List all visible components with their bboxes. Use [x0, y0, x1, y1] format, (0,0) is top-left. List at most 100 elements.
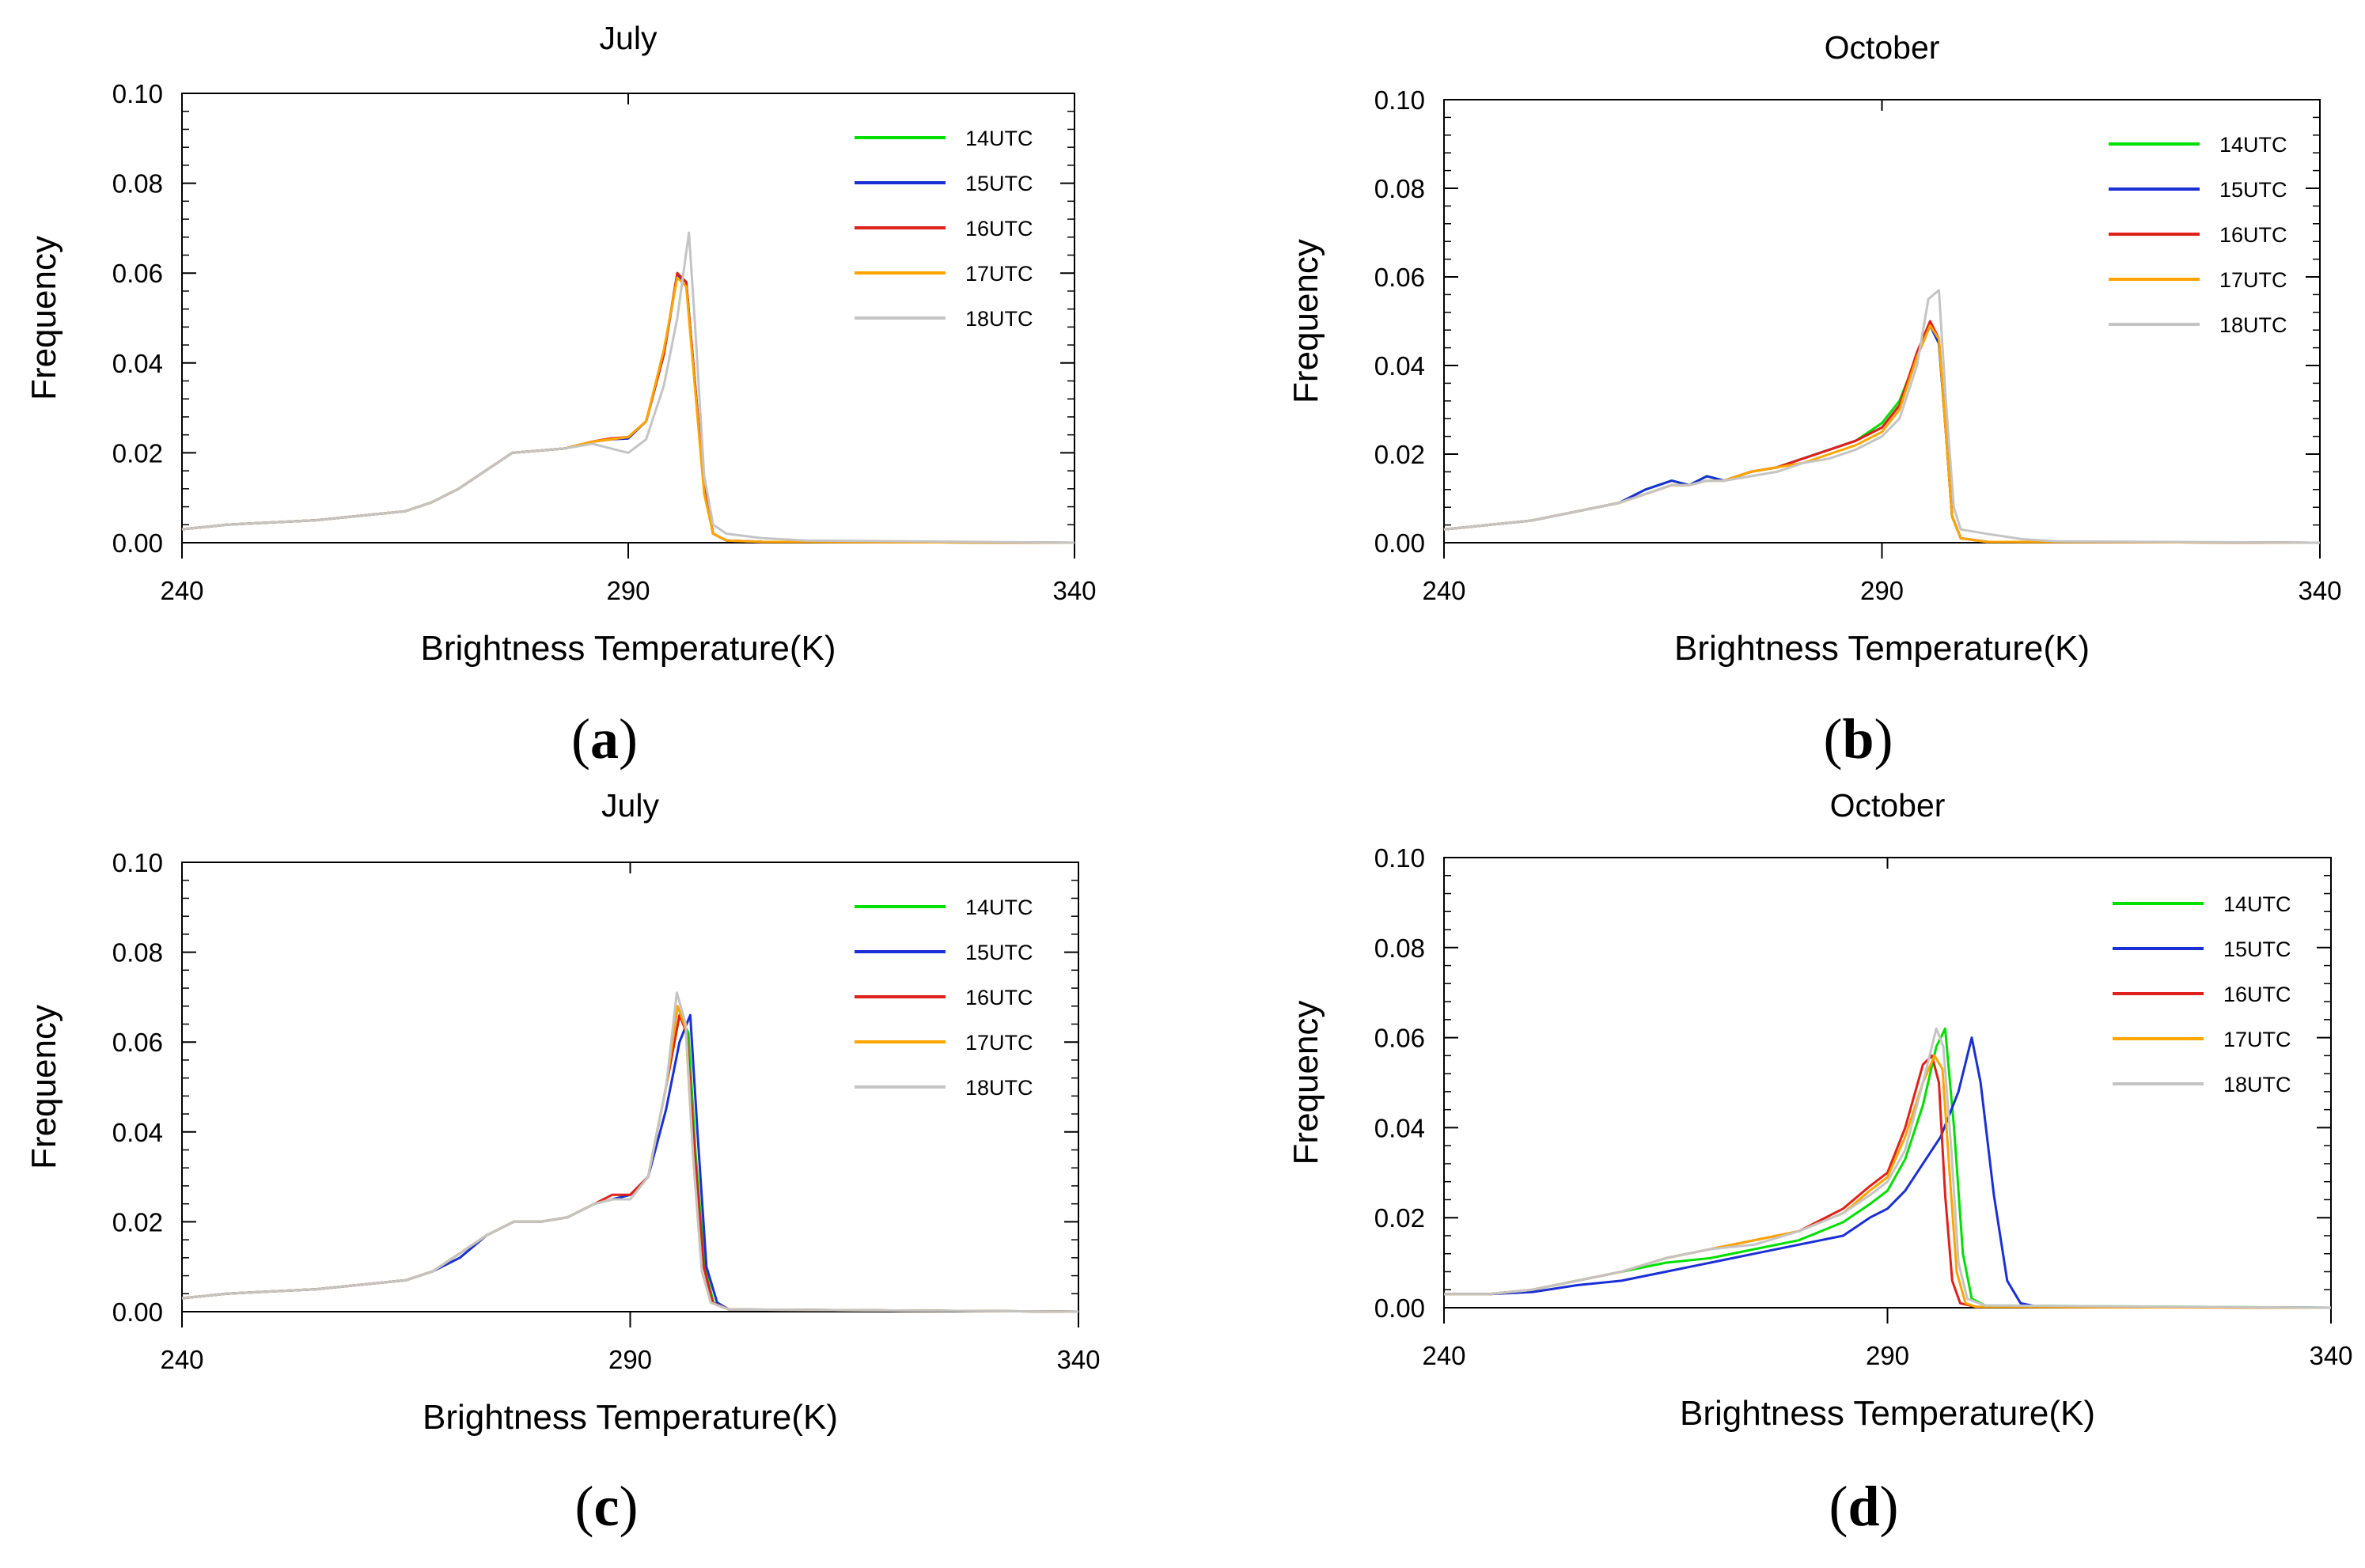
legend-label: 18UTC — [2223, 1073, 2291, 1096]
x-axis-label: Brightness Temperature(K) — [421, 629, 836, 668]
legend-label: 16UTC — [965, 217, 1033, 241]
y-tick-label: 0.10 — [1374, 85, 1425, 115]
panel-letter: (a) — [571, 707, 638, 771]
y-tick-label: 0.10 — [112, 79, 163, 108]
series-line-14utc — [181, 271, 1075, 544]
series-line-14utc — [1444, 1027, 2332, 1309]
legend-label: 18UTC — [965, 307, 1033, 331]
y-axis-label: Frequency — [25, 236, 63, 400]
x-axis-label: Brightness Temperature(K) — [423, 1398, 838, 1437]
x-tick-label: 240 — [160, 576, 203, 605]
y-tick-label: 0.10 — [1374, 843, 1425, 873]
y-tick-label: 0.00 — [1374, 1293, 1425, 1323]
series-line-18utc — [1444, 1027, 2332, 1309]
legend-label: 15UTC — [2223, 937, 2291, 961]
panel-letter-close-paren: ) — [1880, 1475, 1899, 1538]
panel-letter-char: c — [594, 1475, 620, 1538]
x-axis-label: Brightness Temperature(K) — [1680, 1394, 2095, 1433]
y-tick-label: 0.06 — [1374, 1024, 1425, 1053]
legend-label: 18UTC — [965, 1076, 1033, 1100]
series-line-18utc — [1443, 289, 2321, 544]
panel-b: 0.00 0.02 0.04 0.06 0.08 0.10 240 290 340 October… — [1287, 29, 2342, 771]
series-line-16utc — [181, 1013, 1079, 1313]
y-tick-label: 0.06 — [1374, 263, 1425, 292]
y-axis-label: Frequency — [1287, 239, 1325, 403]
y-tick-label: 0.08 — [1374, 174, 1425, 203]
legend-label: 17UTC — [2223, 1028, 2291, 1051]
legend-label: 15UTC — [965, 172, 1033, 195]
legend-label: 14UTC — [965, 127, 1033, 150]
y-tick-label: 0.00 — [112, 1297, 163, 1327]
x-axis-label: Brightness Temperature(K) — [1674, 629, 2090, 668]
x-tick-label: 290 — [1860, 576, 1904, 605]
panel-letter: (c) — [575, 1475, 639, 1538]
x-tick-label: 340 — [1056, 1345, 1100, 1374]
x-tick-label: 290 — [1866, 1341, 1909, 1370]
y-tick-label: 0.04 — [112, 1118, 163, 1147]
x-tick-label: 240 — [1422, 1341, 1465, 1370]
panel-c: 0.00 0.02 0.04 0.06 0.08 0.10 240 290 340 July Bri… — [25, 787, 1101, 1538]
legend-label: 16UTC — [965, 986, 1033, 1009]
panel-letter-close-paren: ) — [1874, 707, 1893, 771]
y-tick-label: 0.02 — [1374, 440, 1425, 469]
legend-label: 18UTC — [2219, 313, 2287, 337]
y-tick-label: 0.02 — [1374, 1203, 1425, 1233]
series-line-18utc — [181, 231, 1075, 544]
x-tick-label: 240 — [1422, 576, 1465, 605]
series-line-14utc — [181, 1013, 1079, 1313]
y-tick-label: 0.08 — [112, 169, 163, 199]
y-tick-label: 0.10 — [112, 848, 163, 877]
panel-letter-open-paren: ( — [1829, 1475, 1848, 1538]
series-line-15utc — [1444, 1036, 2332, 1309]
chart-title: July — [601, 787, 659, 824]
series-line-18utc — [181, 991, 1079, 1313]
y-tick-label: 0.08 — [1374, 934, 1425, 963]
y-axis-label: Frequency — [25, 1005, 63, 1169]
panel-a: 0.00 0.02 0.04 0.06 0.08 0.10 240 290 340 July Bri… — [25, 20, 1097, 771]
x-tick-label: 290 — [606, 576, 650, 605]
legend-label: 16UTC — [2219, 223, 2287, 247]
x-tick-label: 290 — [608, 1345, 652, 1374]
panel-letter-close-paren: ) — [619, 1475, 638, 1538]
series-line-16utc — [181, 271, 1075, 544]
legend-label: 17UTC — [2219, 268, 2287, 292]
x-tick-label: 340 — [2309, 1341, 2352, 1370]
legend-label: 14UTC — [965, 896, 1033, 919]
legend-label: 14UTC — [2223, 892, 2291, 916]
panel-letter: (d) — [1829, 1475, 1898, 1538]
legend-label: 17UTC — [965, 1031, 1033, 1055]
series-line-14utc — [1443, 324, 2321, 544]
x-tick-label: 240 — [160, 1345, 203, 1374]
panel-letter-open-paren: ( — [1823, 707, 1842, 771]
legend-label: 16UTC — [2223, 983, 2291, 1006]
series-line-15utc — [181, 274, 1075, 544]
y-tick-label: 0.06 — [112, 1028, 163, 1057]
plot-frame — [1443, 99, 2321, 543]
y-tick-label: 0.00 — [112, 528, 163, 558]
y-tick-label: 0.04 — [1374, 351, 1425, 381]
series-line-17utc — [181, 1005, 1079, 1313]
y-tick-label: 0.02 — [112, 438, 163, 468]
panel-letter-open-paren: ( — [575, 1475, 594, 1538]
y-tick-label: 0.06 — [112, 259, 163, 288]
legend-label: 15UTC — [2219, 178, 2287, 202]
y-tick-label: 0.04 — [112, 349, 163, 378]
series-line-15utc — [181, 1013, 1079, 1313]
legend-label: 15UTC — [965, 941, 1033, 964]
panel-letter-char: a — [590, 707, 619, 771]
legend-label: 17UTC — [965, 262, 1033, 286]
panel-letter-char: d — [1848, 1475, 1879, 1538]
chart-title: October — [1830, 787, 1946, 824]
series-line-17utc — [1443, 324, 2321, 544]
chart-title: October — [1825, 29, 1940, 66]
series-line-15utc — [1443, 324, 2321, 544]
panel-letter-char: b — [1842, 707, 1874, 771]
y-tick-label: 0.04 — [1374, 1113, 1425, 1142]
panel-letter-open-paren: ( — [571, 707, 590, 771]
panel-letter: (b) — [1823, 707, 1893, 771]
y-tick-label: 0.00 — [1374, 528, 1425, 558]
y-axis-label: Frequency — [1287, 1001, 1325, 1165]
x-tick-label: 340 — [2298, 576, 2341, 605]
y-tick-label: 0.02 — [112, 1207, 163, 1237]
